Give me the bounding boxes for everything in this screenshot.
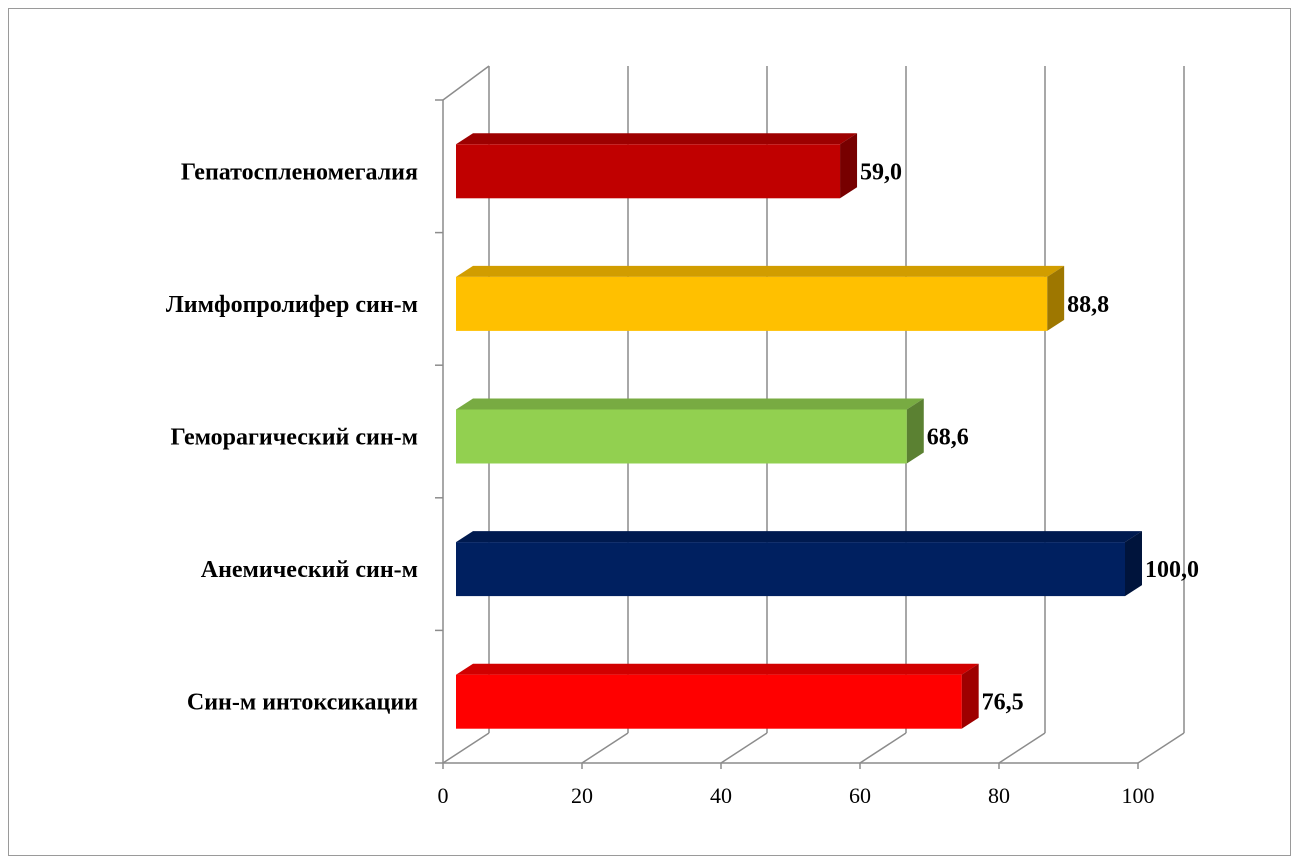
x-tick-label: 100 (1122, 783, 1155, 808)
data-label: 76,5 (982, 690, 1024, 716)
data-label: 68,6 (927, 425, 969, 451)
bar-side-face (1125, 531, 1142, 597)
bar-top-face (456, 531, 1142, 543)
x-tick-label: 20 (571, 783, 593, 808)
category-label: Лимфопролифер син-м (166, 292, 418, 318)
floor-gridline (581, 732, 629, 764)
floor-gridline (1137, 732, 1185, 764)
bar (456, 133, 858, 199)
bar (456, 398, 924, 464)
x-tick-label: 0 (438, 783, 449, 808)
x-tick-label: 80 (988, 783, 1010, 808)
floor-gridline (720, 732, 768, 764)
data-label: 88,8 (1067, 292, 1109, 318)
bar (456, 663, 979, 729)
bar-front-face (456, 674, 962, 729)
bar-side-face (906, 398, 924, 464)
floor-gridline (859, 732, 907, 764)
bar (456, 531, 1142, 597)
bar-front-face (456, 276, 1048, 331)
category-label: Гепатоспленомегалия (181, 159, 418, 185)
category-label: Син-м интоксикации (187, 690, 418, 716)
category-label: Геморагический син-м (171, 425, 418, 451)
floor-gridline (998, 732, 1046, 764)
x-tick-label: 60 (849, 783, 871, 808)
bar-top-face (456, 398, 924, 410)
floor-gridline (442, 732, 490, 764)
bar-front-face (456, 542, 1125, 597)
bar-top-face (456, 265, 1065, 277)
bar-side-face (961, 663, 979, 729)
bar-front-face (456, 144, 841, 199)
data-label: 100,0 (1145, 557, 1199, 583)
bar-side-face (840, 133, 858, 199)
data-label: 59,0 (860, 159, 902, 185)
side-wall-top-edge (442, 65, 490, 101)
bar-top-face (456, 133, 858, 145)
x-tick-label: 40 (710, 783, 732, 808)
bar (456, 265, 1065, 331)
category-label: Анемический син-м (201, 557, 418, 583)
bars-layer (456, 133, 1142, 729)
bar-front-face (456, 409, 907, 464)
bar-side-face (1047, 265, 1065, 331)
labels-layer: 0 20 40 60 80 100 Гепатоспленомегалия 59,0 Лимфо… (166, 159, 1199, 808)
bar-top-face (456, 663, 979, 675)
